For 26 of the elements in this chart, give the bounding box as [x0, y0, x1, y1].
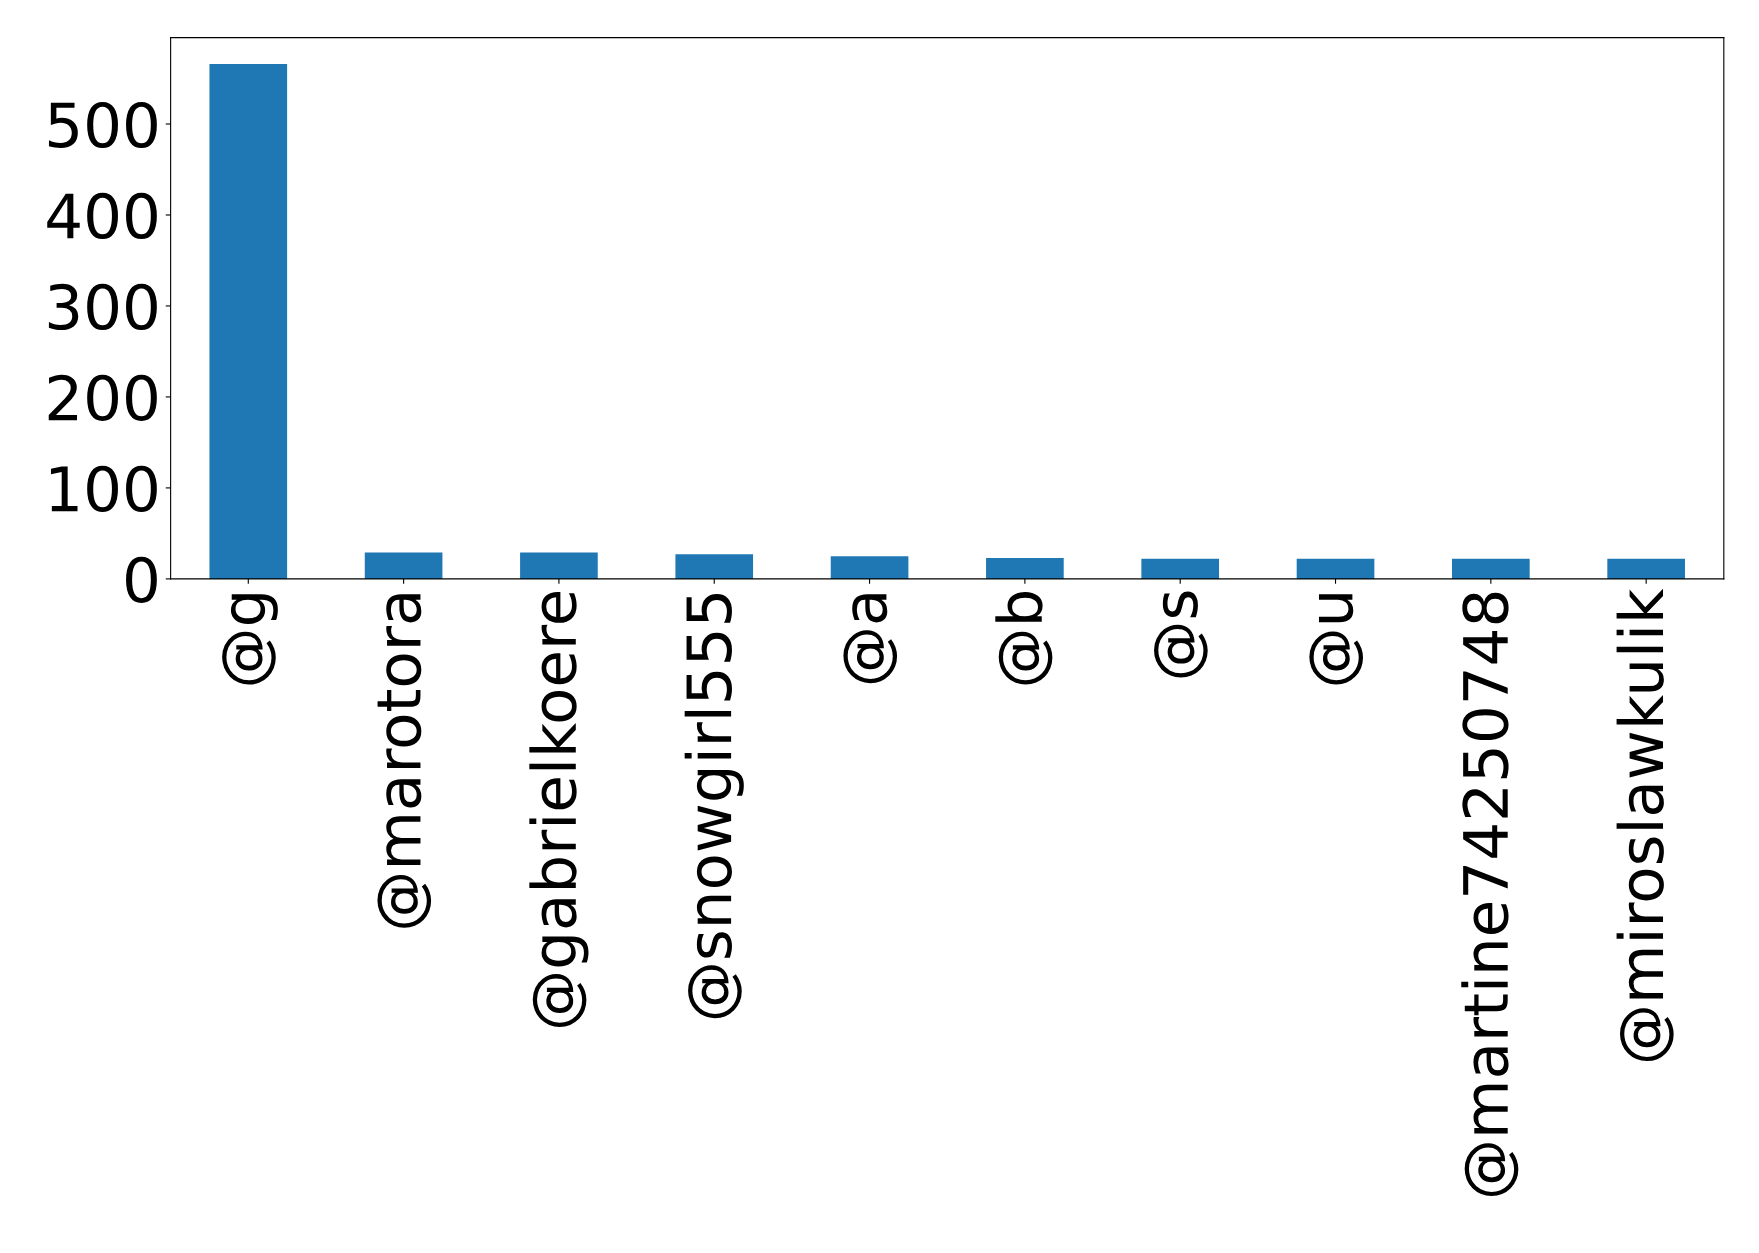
bar: [1607, 558, 1685, 579]
bar: [364, 552, 443, 579]
bar: [675, 554, 754, 579]
bar: [830, 556, 909, 579]
bar: [1141, 558, 1220, 579]
x-tick-label: @s: [1154, 591, 1208, 678]
bar: [209, 63, 288, 579]
x-tick-label: @miroslawkulik: [1616, 588, 1674, 1062]
bar: [520, 552, 598, 579]
bar: [1452, 558, 1530, 579]
y-tick-label: 300: [48, 283, 157, 331]
y-tick-label: 200: [48, 374, 157, 422]
bar: [986, 557, 1064, 579]
x-tick-label: @martine74250748: [1461, 592, 1519, 1197]
y-tick-label: 400: [47, 192, 157, 240]
y-tick-label: 100: [50, 465, 157, 512]
x-tick-label: @gabrielkoere: [529, 591, 589, 1027]
x-tick-label: @u: [1309, 594, 1364, 685]
x-tick-label: @a: [843, 594, 898, 684]
x-tick-label: @marotora: [377, 594, 432, 928]
x-tick-label: @b: [995, 591, 1053, 685]
x-tick-label: @g: [222, 594, 278, 685]
bar: [1296, 558, 1375, 579]
y-tick-label: 500: [48, 101, 157, 149]
x-tick-label: @snowgirl555: [684, 593, 744, 1019]
y-tick-label: 0: [126, 556, 157, 603]
